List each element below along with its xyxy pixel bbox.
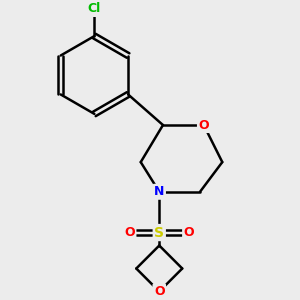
Text: O: O [124, 226, 135, 239]
Text: Cl: Cl [88, 2, 101, 16]
Text: N: N [154, 185, 164, 198]
Text: O: O [184, 226, 194, 239]
Text: S: S [154, 226, 164, 239]
Text: O: O [154, 285, 165, 298]
Text: O: O [198, 118, 209, 131]
